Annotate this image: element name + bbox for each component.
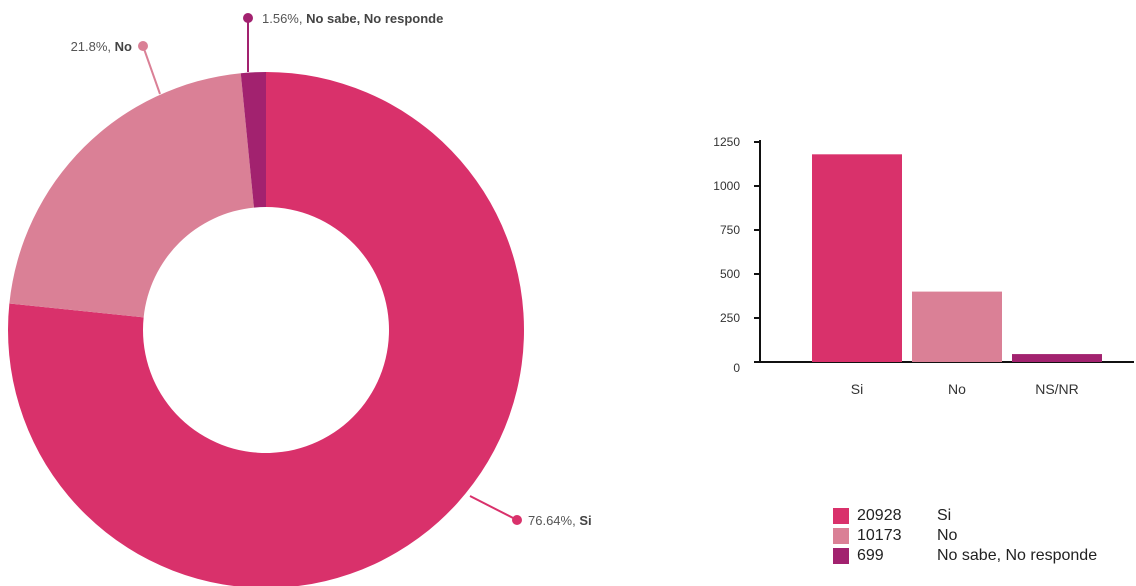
donut-chart: 76.64%, Si 21.8%, No 1.56%, No sabe, No re… <box>8 11 592 586</box>
legend-swatch <box>833 528 849 544</box>
y-tick-label: 1250 <box>713 135 740 149</box>
callout-dot <box>243 13 253 23</box>
legend-item-no: 10173 No <box>833 526 1097 546</box>
callout-line <box>142 45 161 95</box>
y-tick-label: 250 <box>720 311 740 325</box>
legend-label: No <box>937 527 958 544</box>
bar-si <box>812 154 902 362</box>
legend-label: No sabe, No responde <box>937 547 1098 564</box>
legend-label: Si <box>937 507 952 524</box>
x-tick-label: Si <box>851 381 863 397</box>
legend-item-si: 20928 Si <box>833 506 1097 526</box>
bar-ns-nr <box>1012 354 1102 362</box>
y-tick-label: 750 <box>720 223 740 237</box>
slice-label: 21.8%, No <box>71 39 132 54</box>
legend-item-nsnr: 699 No sabe, No responde <box>833 546 1097 566</box>
legend-swatch <box>833 548 849 564</box>
x-tick-label: No <box>948 381 966 397</box>
donut-slice-no <box>9 73 254 318</box>
donut-slice-no-sabe-no-responde <box>240 72 266 208</box>
legend: 20928 Si 10173 No 699 No sabe, No respon… <box>833 506 1097 566</box>
legend-swatch <box>833 508 849 524</box>
bar-chart: 0 250 500 750 1000 1250 Si No NS/NR <box>713 135 1134 397</box>
slice-label: 1.56%, No sabe, No responde <box>262 11 443 26</box>
donut-slice-si <box>8 72 524 586</box>
bar-no <box>912 291 1002 362</box>
callout-line <box>469 495 518 521</box>
legend-count: 699 <box>857 547 884 564</box>
legend-count: 20928 <box>857 507 902 524</box>
y-tick-label: 1000 <box>713 179 740 193</box>
y-tick-label: 500 <box>720 267 740 281</box>
y-tick-label: 0 <box>733 361 740 375</box>
callout-dot <box>512 515 522 525</box>
callout-dot <box>138 41 148 51</box>
slice-label: 76.64%, Si <box>528 513 592 528</box>
legend-count: 10173 <box>857 527 902 544</box>
x-tick-label: NS/NR <box>1035 381 1079 397</box>
